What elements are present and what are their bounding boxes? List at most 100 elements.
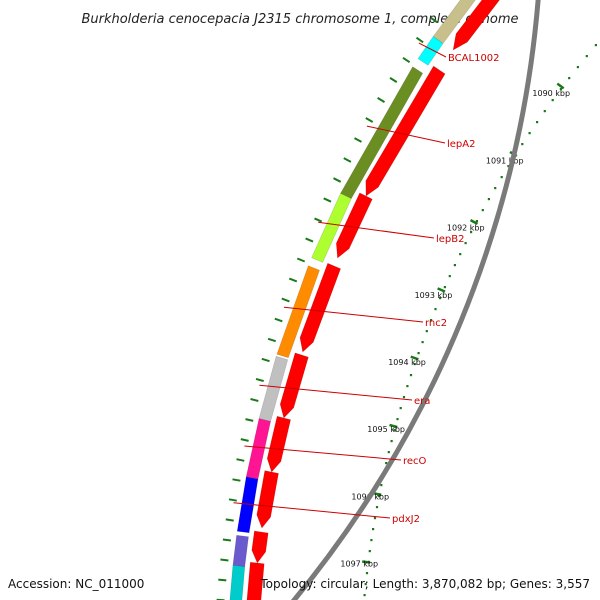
ruler-dot bbox=[576, 66, 579, 69]
gene-segment bbox=[229, 564, 246, 600]
ruler-dot bbox=[425, 330, 428, 333]
cds-arrow bbox=[279, 352, 309, 419]
outer-tick bbox=[343, 157, 352, 163]
outer-tick bbox=[415, 36, 424, 44]
gene-label-recO: recO bbox=[403, 456, 427, 467]
cds-arrow bbox=[251, 530, 269, 564]
outer-tick bbox=[354, 137, 362, 143]
ruler-dot bbox=[500, 176, 503, 179]
gene-labels: BCAL1002 lepA2 lepB2 rnc2 era recO pdxJ2 bbox=[233, 42, 500, 525]
gene-recO bbox=[245, 418, 271, 480]
ruler-dot bbox=[568, 77, 571, 80]
cds-arrow bbox=[335, 192, 373, 259]
outer-tick bbox=[430, 16, 438, 24]
gene-label-lepB2: lepB2 bbox=[436, 234, 465, 245]
kbp-ruler: 1090 kbp 1091 kbp 1092 kbp 1093 kbp 1094 kbp… bbox=[340, 82, 570, 569]
gene-leader-line bbox=[259, 384, 413, 401]
ruler-dot bbox=[543, 110, 546, 113]
ruler-dot bbox=[385, 462, 388, 465]
outer-tick bbox=[240, 438, 249, 442]
gene-label-lepA2: lepA2 bbox=[447, 139, 475, 150]
outer-tick bbox=[281, 297, 290, 303]
ruler-dot bbox=[387, 451, 390, 454]
outer-tick bbox=[314, 217, 323, 223]
gene-label-era: era bbox=[414, 396, 430, 407]
outer-tick bbox=[296, 257, 306, 263]
ruler-dot bbox=[459, 253, 462, 256]
outer-tick bbox=[236, 458, 245, 462]
ruler-dot bbox=[402, 396, 406, 399]
outer-tick bbox=[228, 498, 237, 502]
outer-tick bbox=[288, 277, 298, 283]
kbp-tick bbox=[373, 491, 382, 497]
ruler-dot bbox=[439, 297, 442, 300]
ruler-dot bbox=[551, 99, 554, 102]
ruler-dot bbox=[594, 44, 597, 47]
ruler-dot bbox=[406, 385, 409, 388]
kbp-tick-label: 1093 kbp bbox=[415, 291, 453, 300]
kbp-tick-label: 1097 kbp bbox=[340, 560, 378, 569]
map-title: Burkholderia cenocepacia J2315 chromosom… bbox=[81, 12, 518, 27]
ruler-dot bbox=[453, 264, 456, 267]
ruler-dot bbox=[368, 550, 371, 553]
cds-arrow bbox=[256, 470, 279, 529]
ruler-dot bbox=[470, 231, 473, 234]
outer-tick bbox=[218, 578, 227, 582]
ruler-dot bbox=[448, 275, 451, 278]
kbp-tick-label: 1092 kbp bbox=[447, 224, 485, 233]
cds-arrow bbox=[452, 0, 500, 51]
kbp-tick bbox=[437, 287, 446, 293]
ruler-dot bbox=[494, 187, 497, 190]
ruler-dot bbox=[363, 594, 366, 597]
ruler-dot bbox=[393, 429, 396, 432]
kbp-tick-label: 1090 kbp bbox=[532, 89, 570, 98]
ruler-dot bbox=[430, 319, 433, 322]
kbp-tick-label: 1095 kbp bbox=[367, 425, 405, 434]
ruler-dot bbox=[559, 88, 562, 91]
outer-tick bbox=[255, 377, 264, 383]
gene-label-pdxJ2: pdxJ2 bbox=[392, 514, 420, 525]
ruler-dot bbox=[413, 363, 416, 366]
gene-leader-line bbox=[244, 445, 402, 461]
ruler-dot bbox=[396, 418, 399, 421]
gene-leader-line bbox=[318, 221, 435, 239]
feature-tracks bbox=[216, 0, 500, 600]
cds-arrow bbox=[299, 262, 341, 353]
ruler-dot bbox=[364, 583, 367, 586]
kbp-tick bbox=[362, 560, 371, 564]
ruler-dot bbox=[464, 242, 467, 245]
outer-tick bbox=[377, 97, 386, 103]
gene-BCAL1002 bbox=[417, 36, 444, 66]
outer-tick bbox=[220, 558, 229, 562]
outer-tick bbox=[261, 357, 270, 363]
ruler-dot bbox=[481, 209, 484, 212]
gene-leader-line bbox=[233, 502, 391, 519]
outer-tick bbox=[232, 478, 241, 482]
gene-pdxJ2 bbox=[236, 476, 259, 534]
gene-leader-line bbox=[418, 42, 447, 58]
outer-tick bbox=[274, 317, 283, 323]
ruler-dot bbox=[370, 539, 373, 542]
ruler-dot bbox=[421, 341, 424, 344]
outer-tick bbox=[225, 518, 234, 522]
kbp-tick bbox=[469, 219, 479, 225]
ruler-dot bbox=[487, 198, 490, 201]
ruler-dot bbox=[372, 528, 375, 531]
outer-tick bbox=[365, 117, 374, 123]
ruler-dot bbox=[365, 572, 369, 575]
outer-tick bbox=[267, 337, 277, 343]
ruler-dot bbox=[475, 220, 478, 223]
ruler-dot bbox=[507, 165, 510, 168]
gene-label-rnc2: rnc2 bbox=[425, 318, 447, 329]
gene-label-BCAL1002: BCAL1002 bbox=[448, 53, 500, 64]
outer-tick bbox=[222, 538, 232, 542]
ruler-dot bbox=[521, 143, 524, 146]
outer-tick bbox=[389, 77, 398, 83]
kbp-tick bbox=[410, 355, 419, 361]
accession-label: Accession: NC_011000 bbox=[8, 577, 145, 591]
ruler-dot bbox=[585, 55, 588, 58]
kbp-tick bbox=[389, 423, 398, 429]
ruler-dot bbox=[434, 308, 437, 311]
ruler-dot bbox=[536, 121, 539, 124]
